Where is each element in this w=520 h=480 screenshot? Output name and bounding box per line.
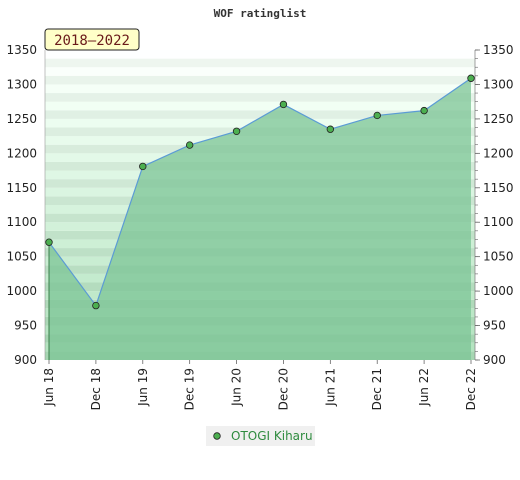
data-point (45, 238, 53, 246)
data-point (92, 301, 100, 310)
y-tick-label-right: 950 (483, 319, 506, 333)
background-band (45, 84, 475, 94)
y-tick-label-right: 1050 (483, 250, 514, 264)
y-tick-label-right: 1200 (483, 146, 514, 160)
legend: OTOGI Kiharu (206, 426, 315, 446)
background-band (45, 110, 475, 119)
y-tick-label-right: 1000 (483, 284, 514, 298)
x-tick-label: Jun 19 (136, 368, 150, 407)
y-tick-label-right: 1300 (483, 77, 514, 91)
y-tick-label-left: 1250 (6, 112, 37, 126)
x-tick-label: Dec 19 (183, 368, 197, 410)
data-point (232, 127, 241, 135)
y-tick-label-left: 1300 (6, 77, 37, 91)
y-tick-label-left: 950 (14, 319, 37, 333)
x-tick-label: Jun 21 (323, 368, 337, 407)
y-tick-label-right: 1250 (483, 112, 514, 126)
legend-label: OTOGI Kiharu (231, 429, 313, 443)
background-band (45, 58, 475, 68)
y-tick-label-right: 900 (483, 353, 506, 367)
data-point (326, 125, 335, 133)
y-tick-label-left: 900 (14, 353, 37, 367)
y-tick-label-left: 1100 (6, 215, 37, 229)
y-tick-label-right: 1150 (483, 181, 514, 195)
background-band (45, 93, 475, 102)
y-tick-label-left: 1150 (6, 181, 37, 195)
y-tick-label-left: 1050 (6, 250, 37, 264)
x-tick-label: Jun 20 (230, 368, 244, 407)
background-band (45, 75, 475, 85)
x-tick-label: Dec 21 (370, 368, 384, 410)
area-layer (48, 77, 472, 360)
data-point (420, 106, 428, 115)
data-point (185, 141, 194, 149)
data-point (373, 111, 381, 120)
period-badge-text: 2018–2022 (54, 33, 130, 49)
chart-title: WOF ratinglist (214, 7, 307, 20)
y-tick-label-left: 1000 (6, 284, 37, 298)
x-tick-label: Jun 22 (417, 368, 431, 407)
legend-box (206, 426, 315, 446)
x-tick-label: Dec 18 (89, 368, 103, 410)
y-tick-label-left: 1200 (6, 146, 37, 160)
y-tick-label-right: 1100 (483, 215, 514, 229)
period-badge-box (44, 28, 140, 51)
y-tick-label-left: 1350 (6, 43, 37, 57)
x-tick-label: Dec 20 (276, 368, 290, 410)
y-tick-label-right: 1350 (483, 43, 514, 57)
legend-marker (213, 432, 221, 440)
period-badge: 2018–2022 (44, 28, 140, 51)
background-band (45, 67, 475, 76)
series-area (49, 78, 471, 360)
axes: 900 900 950 950 1000 1000 1050 1050 1100 1100 1150… (6, 43, 513, 410)
data-point (279, 100, 288, 109)
data-point (467, 74, 475, 82)
data-point (139, 162, 147, 171)
background-band (45, 101, 475, 111)
x-tick-label: Jun 18 (42, 368, 56, 407)
background-band (45, 50, 475, 59)
series-line (48, 77, 472, 307)
x-tick-label: Dec 22 (464, 368, 478, 410)
markers-layer (45, 74, 475, 310)
